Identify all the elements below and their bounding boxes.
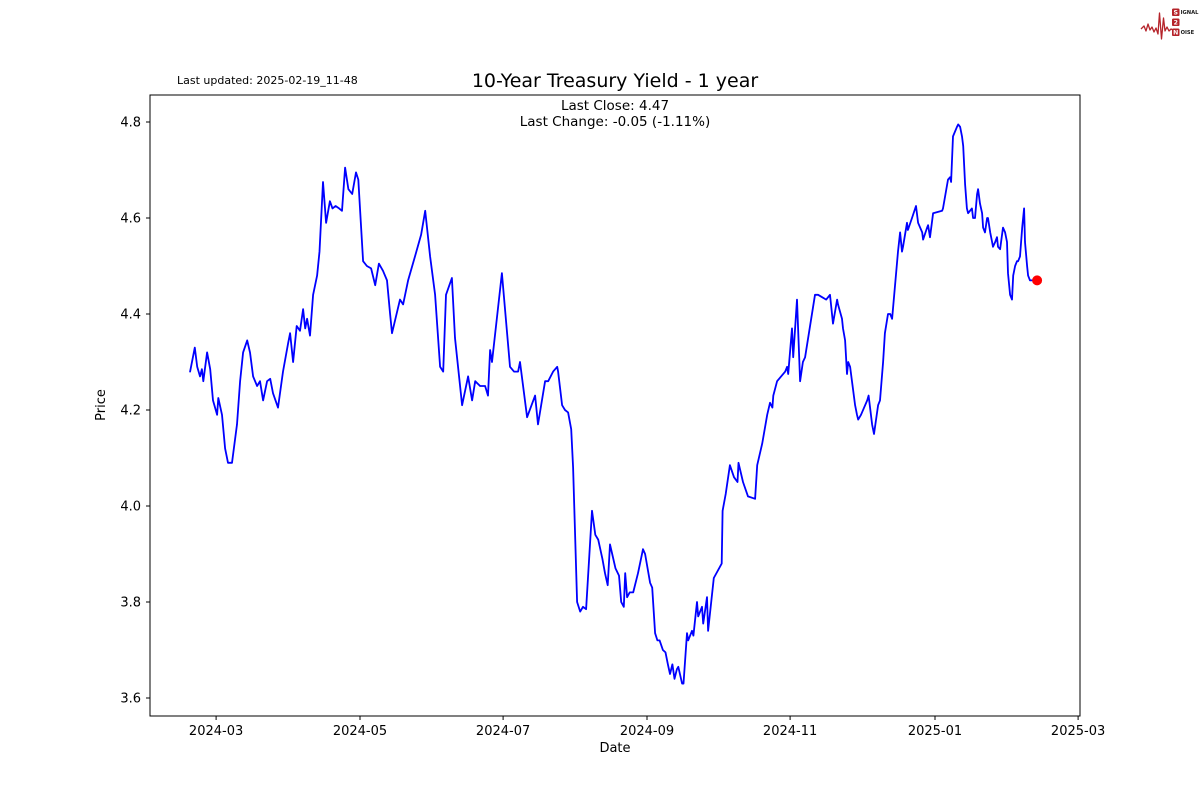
logo-letter-2: 2 <box>1174 19 1178 26</box>
y-tick-label: 4.4 <box>120 308 141 323</box>
logo-letter-n: N <box>1173 29 1178 36</box>
y-tick-label: 4.0 <box>120 500 141 515</box>
y-tick-label: 4.6 <box>120 212 141 227</box>
last-price-marker <box>1032 275 1043 286</box>
logo-badge-2 <box>1172 18 1180 26</box>
axis-ticks: 2024-03 2024-05 2024-07 2024-09 2024-11 2025-… <box>120 116 1105 740</box>
yield-line-series <box>189 123 1038 685</box>
logo-text-ignal: IGNAL <box>1181 10 1200 16</box>
x-tick-label: 2025-01 <box>908 724 962 739</box>
x-axis-label: Date <box>599 741 630 756</box>
y-tick-label: 3.6 <box>120 692 141 707</box>
logo-badge-n <box>1172 28 1180 36</box>
y-axis-label: Price <box>94 389 109 421</box>
x-tick-label: 2024-09 <box>620 724 674 739</box>
logo-word-2: 2 <box>1172 18 1180 26</box>
logo-letter-s: S <box>1174 9 1178 16</box>
logo-badge-s <box>1172 8 1180 16</box>
x-tick-label: 2024-03 <box>189 724 243 739</box>
chart-title: 10-Year Treasury Yield - 1 year <box>472 70 758 92</box>
y-tick-label: 3.8 <box>120 596 141 611</box>
x-tick-label: 2024-07 <box>476 724 530 739</box>
y-tick-label: 4.8 <box>120 116 141 131</box>
last-close-annotation: Last Close: 4.47 <box>561 98 669 114</box>
logo-word-noise: N OISE <box>1172 28 1195 36</box>
logo-word-signal: S IGNAL <box>1172 8 1200 16</box>
ekg-waveform-icon <box>1140 12 1176 40</box>
y-tick-label: 4.2 <box>120 404 141 419</box>
plot-area <box>149 94 1081 717</box>
signal2noise-logo: S IGNAL 2 N OISE <box>1140 8 1200 40</box>
logo-text-oise: OISE <box>1181 30 1195 36</box>
x-tick-label: 2024-05 <box>333 724 387 739</box>
x-tick-label: 2024-11 <box>763 724 817 739</box>
last-change-annotation: Last Change: -0.05 (-1.11%) <box>520 114 710 130</box>
x-tick-label: 2025-03 <box>1051 724 1105 739</box>
last-updated-text: Last updated: 2025-02-19_11-48 <box>177 74 358 87</box>
